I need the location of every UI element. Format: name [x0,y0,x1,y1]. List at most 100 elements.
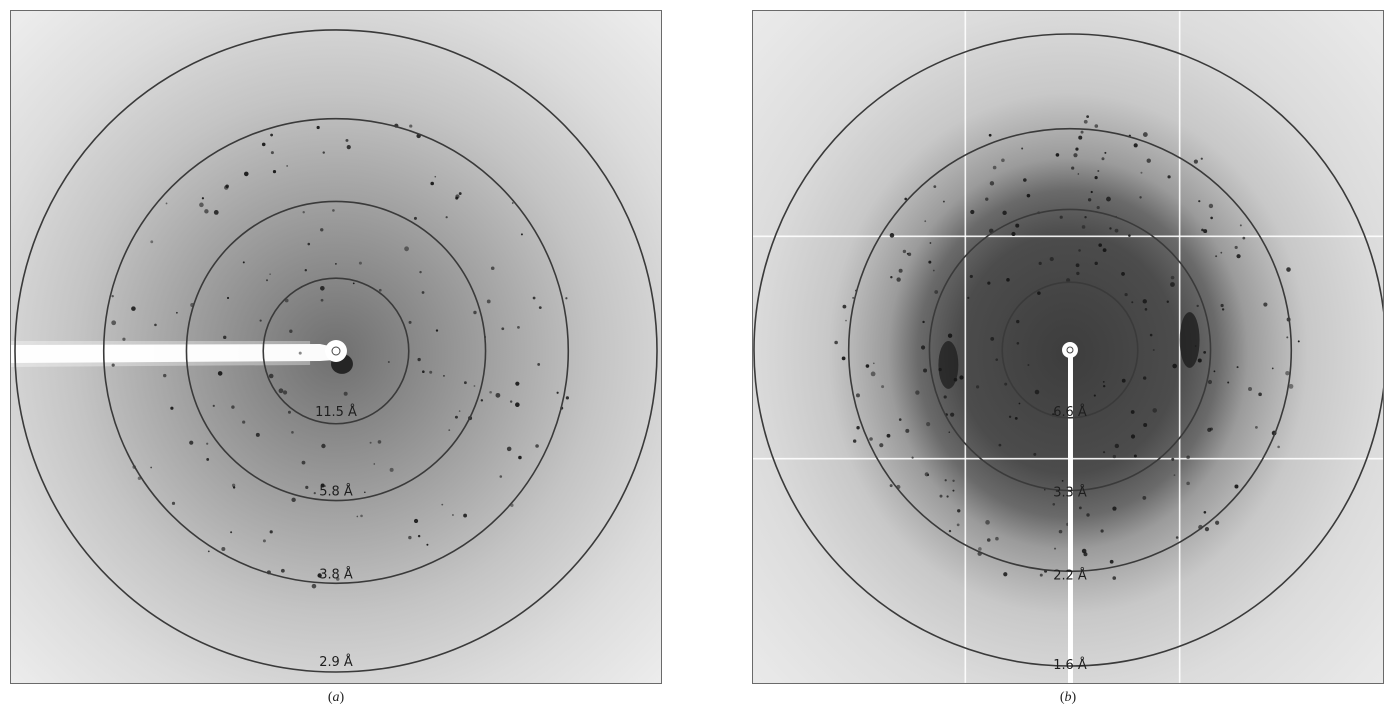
diffraction-spot [443,375,445,377]
diffraction-spot [345,138,349,142]
diffraction-spot [511,202,514,204]
diffraction-spot [1286,336,1289,339]
diffraction-spot [417,534,421,538]
diffraction-spot [463,513,467,518]
diffraction-spot [886,433,891,438]
resolution-ring-3 [847,127,1293,573]
diffraction-spot [1021,147,1024,150]
diffraction-spot [1143,422,1148,427]
diffraction-spot [1133,454,1137,458]
diffraction-spot [1166,300,1169,303]
beamstop-shadow [1068,349,1073,683]
diffraction-spot [360,514,363,518]
diffraction-spot [1086,513,1090,517]
diffraction-spot [1146,158,1151,163]
diffraction-spot [1101,157,1105,161]
diffraction-spot [924,220,927,223]
diffraction-spot [834,340,838,345]
diffraction-spot [230,531,233,534]
diffraction-spot [352,282,355,285]
diffraction-spot [291,431,294,434]
diffraction-spot [1112,506,1117,511]
diffraction-spot [495,392,501,398]
diffraction-spot [1083,119,1088,124]
diffraction-spot [915,390,920,395]
diffraction-spot [189,440,194,445]
diffraction-spot [224,185,229,190]
diffraction-spot [1149,333,1153,337]
diffraction-spot [1075,147,1079,151]
diffraction-spot [1002,210,1007,216]
diffraction-spot [1197,358,1202,363]
diffraction-spot [1236,366,1239,369]
diffraction-spot [1003,572,1008,577]
diffraction-spot [926,422,931,427]
diffraction-spot [1109,227,1112,230]
diffraction-spot [165,202,168,205]
diffraction-spot [515,402,520,408]
diffraction-spot [509,400,513,403]
diffraction-spot [948,529,952,533]
diffraction-spot [413,216,417,220]
diffraction-spot [304,269,307,272]
diffraction-spot [320,228,324,232]
diffraction-spot [1006,278,1010,282]
diffraction-spot [1263,302,1268,307]
diffraction-spot [956,523,960,527]
diffraction-spot [454,415,458,419]
diffraction-spot [473,385,476,387]
diffraction-spot [928,260,932,264]
diffraction-spot [429,370,433,374]
resolution-ring-1 [262,277,410,425]
diffraction-spot [335,262,337,265]
diffraction-spot [1128,234,1131,237]
diffraction-spot [898,268,903,273]
diffraction-spot [307,242,311,246]
diffraction-spot [1142,496,1147,500]
diffraction-spot [280,568,285,573]
diffraction-spot [1106,196,1111,202]
diffraction-spot [373,463,376,465]
beam-center-crosshair [331,346,341,356]
diffraction-spot [1114,228,1119,233]
diffraction-spot [302,211,305,214]
diffraction-spot [1054,547,1057,550]
ring-label: 2.2 Å [1053,567,1087,583]
diffraction-image-a: 11.5 Å 5.8 Å 3.8 Å 2.9 Å [10,10,662,684]
diffraction-spot [1083,552,1088,557]
diffraction-spot [131,306,136,311]
diffraction-spot [939,494,943,498]
diffraction-spot [413,518,419,524]
diffraction-spot [1058,529,1063,534]
diffraction-spot [985,520,990,525]
diffraction-spot [1008,415,1012,418]
diffraction-spot [332,209,335,212]
diffraction-pattern-a: 11.5 Å 5.8 Å 3.8 Å 2.9 Å [11,29,658,673]
diffraction-spot [1018,402,1021,405]
diffraction-spot [1133,143,1138,148]
diffraction-spot [1114,443,1120,449]
diffraction-spot [906,252,909,255]
ring-label: 2.9 Å [319,654,353,670]
diffraction-spot [1173,474,1176,476]
diffraction-spot [1094,124,1099,128]
diffraction-spot [1061,479,1064,482]
diffraction-spot [987,281,991,285]
diffraction-spot [1073,153,1078,158]
diffraction-spot [490,266,495,271]
diffraction-spot [927,473,930,476]
diffraction-spot [150,240,154,244]
diffraction-spot [1140,171,1143,174]
diffraction-spot [268,373,274,379]
diffraction-spot [992,165,997,170]
diffraction-spot [946,495,949,498]
diffraction-spot [943,395,947,399]
diffraction-spot [1076,271,1080,276]
diffraction-spot [1034,389,1040,395]
diffraction-spot [1112,576,1117,580]
diffraction-spot [1033,452,1037,456]
diffraction-spot [1104,151,1107,154]
diffraction-spot [1139,196,1142,199]
diffraction-spot [1078,506,1082,510]
diffraction-spot [269,273,271,275]
